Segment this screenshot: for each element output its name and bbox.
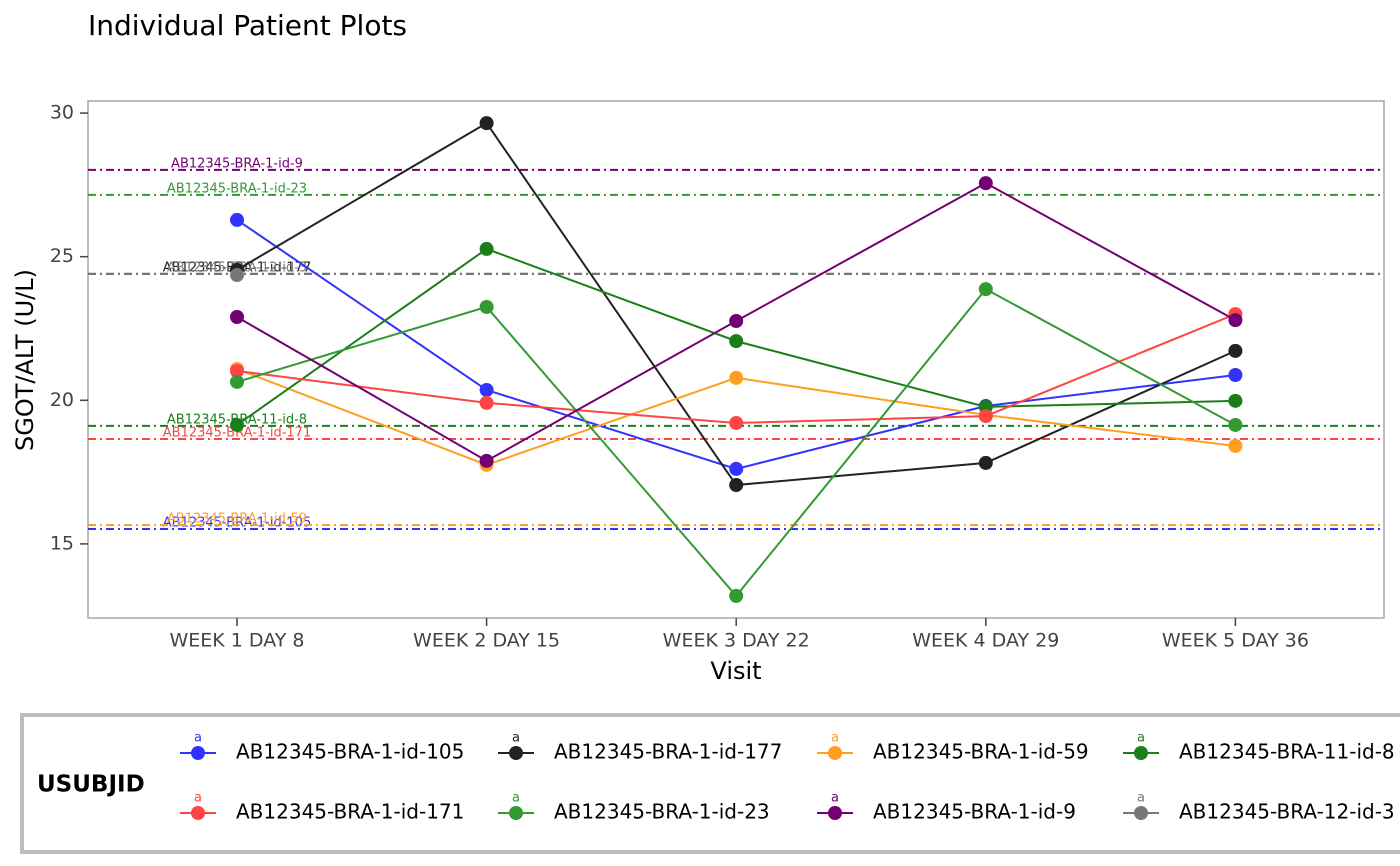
data-point [729, 415, 744, 430]
legend-key-point [509, 806, 523, 820]
data-point [978, 409, 993, 424]
legend-key-point [191, 806, 205, 820]
data-point [479, 395, 494, 410]
data-point [1228, 417, 1243, 432]
legend-key-point [1134, 806, 1148, 820]
legend-title: USUBJID [37, 772, 145, 798]
data-point [729, 334, 744, 349]
legend-label: AB12345-BRA-1-id-171 [236, 800, 464, 824]
legend-key-point [828, 806, 842, 820]
data-point [479, 299, 494, 314]
legend-key-text: a [194, 731, 202, 746]
legend-key-text: a [512, 791, 520, 806]
data-point [1228, 313, 1243, 328]
x-tick-label: WEEK 3 DAY 22 [663, 630, 810, 652]
legend-label: AB12345-BRA-1-id-59 [873, 740, 1089, 764]
y-tick-label: 20 [50, 389, 74, 411]
data-point [230, 417, 244, 432]
reference-label: AB12345-BRA-1-id-105 [163, 515, 311, 530]
legend-key-text: a [1137, 791, 1145, 806]
reference-label: AB12345-BRA-1-id-9 [171, 156, 303, 171]
x-tick-label: WEEK 1 DAY 8 [170, 630, 305, 652]
chart-title: Individual Patient Plots [88, 9, 407, 42]
legend-key-text: a [1137, 731, 1145, 746]
x-tick-label: WEEK 4 DAY 29 [912, 630, 1059, 652]
legend-key-point [1134, 746, 1148, 760]
reference-label: AB12345-BRA-1-id-23 [167, 181, 307, 196]
data-point [978, 455, 993, 470]
legend-key-point [191, 746, 205, 760]
legend-label: AB12345-BRA-1-id-23 [554, 800, 770, 824]
legend-key-text: a [512, 731, 520, 746]
legend-key-point [509, 746, 523, 760]
data-point [729, 314, 744, 329]
series-line [236, 313, 1236, 424]
data-point [978, 176, 993, 191]
data-point [230, 309, 244, 324]
y-tick-label: 30 [50, 102, 74, 124]
panel-border [87, 100, 1385, 619]
data-point [230, 374, 244, 389]
legend-key-text: a [194, 791, 202, 806]
legend-label: AB12345-BRA-11-id-8 [1179, 740, 1395, 764]
data-point [479, 241, 494, 256]
x-axis-title: Visit [710, 657, 761, 685]
y-tick-label: 25 [50, 245, 74, 267]
data-point [479, 453, 494, 468]
reference-label: AB12345-BRA-1-id-59 [167, 511, 307, 526]
series-line [236, 121, 1236, 487]
data-point [1228, 368, 1243, 383]
data-point [1228, 438, 1243, 453]
legend-key-point [828, 746, 842, 760]
y-tick-label: 15 [50, 532, 74, 554]
x-tick-label: WEEK 5 DAY 36 [1162, 630, 1309, 652]
data-point [230, 212, 244, 227]
legend-box [20, 713, 1400, 854]
legend-label: AB12345-BRA-1-id-105 [236, 740, 464, 764]
y-axis-title: SGOT/ALT (U/L) [11, 269, 39, 451]
data-point [479, 382, 494, 397]
data-point [230, 363, 244, 378]
legend-label: AB12345-BRA-1-id-177 [554, 740, 782, 764]
legend-key-text: a [831, 791, 839, 806]
x-tick-label: WEEK 2 DAY 15 [413, 630, 560, 652]
data-point [729, 588, 744, 603]
data-point [729, 370, 744, 385]
data-point [729, 461, 744, 476]
data-point [978, 282, 993, 297]
data-point [1228, 393, 1243, 408]
data-point [479, 116, 494, 131]
data-point [1228, 343, 1243, 358]
legend-label: AB12345-BRA-12-id-3 [1179, 800, 1395, 824]
reference-label: AB12345-BRA-1-id-171 [163, 426, 311, 441]
legend-label: AB12345-BRA-1-id-9 [873, 800, 1076, 824]
legend-key-text: a [831, 731, 839, 746]
data-point [230, 268, 244, 283]
data-point [729, 478, 744, 493]
